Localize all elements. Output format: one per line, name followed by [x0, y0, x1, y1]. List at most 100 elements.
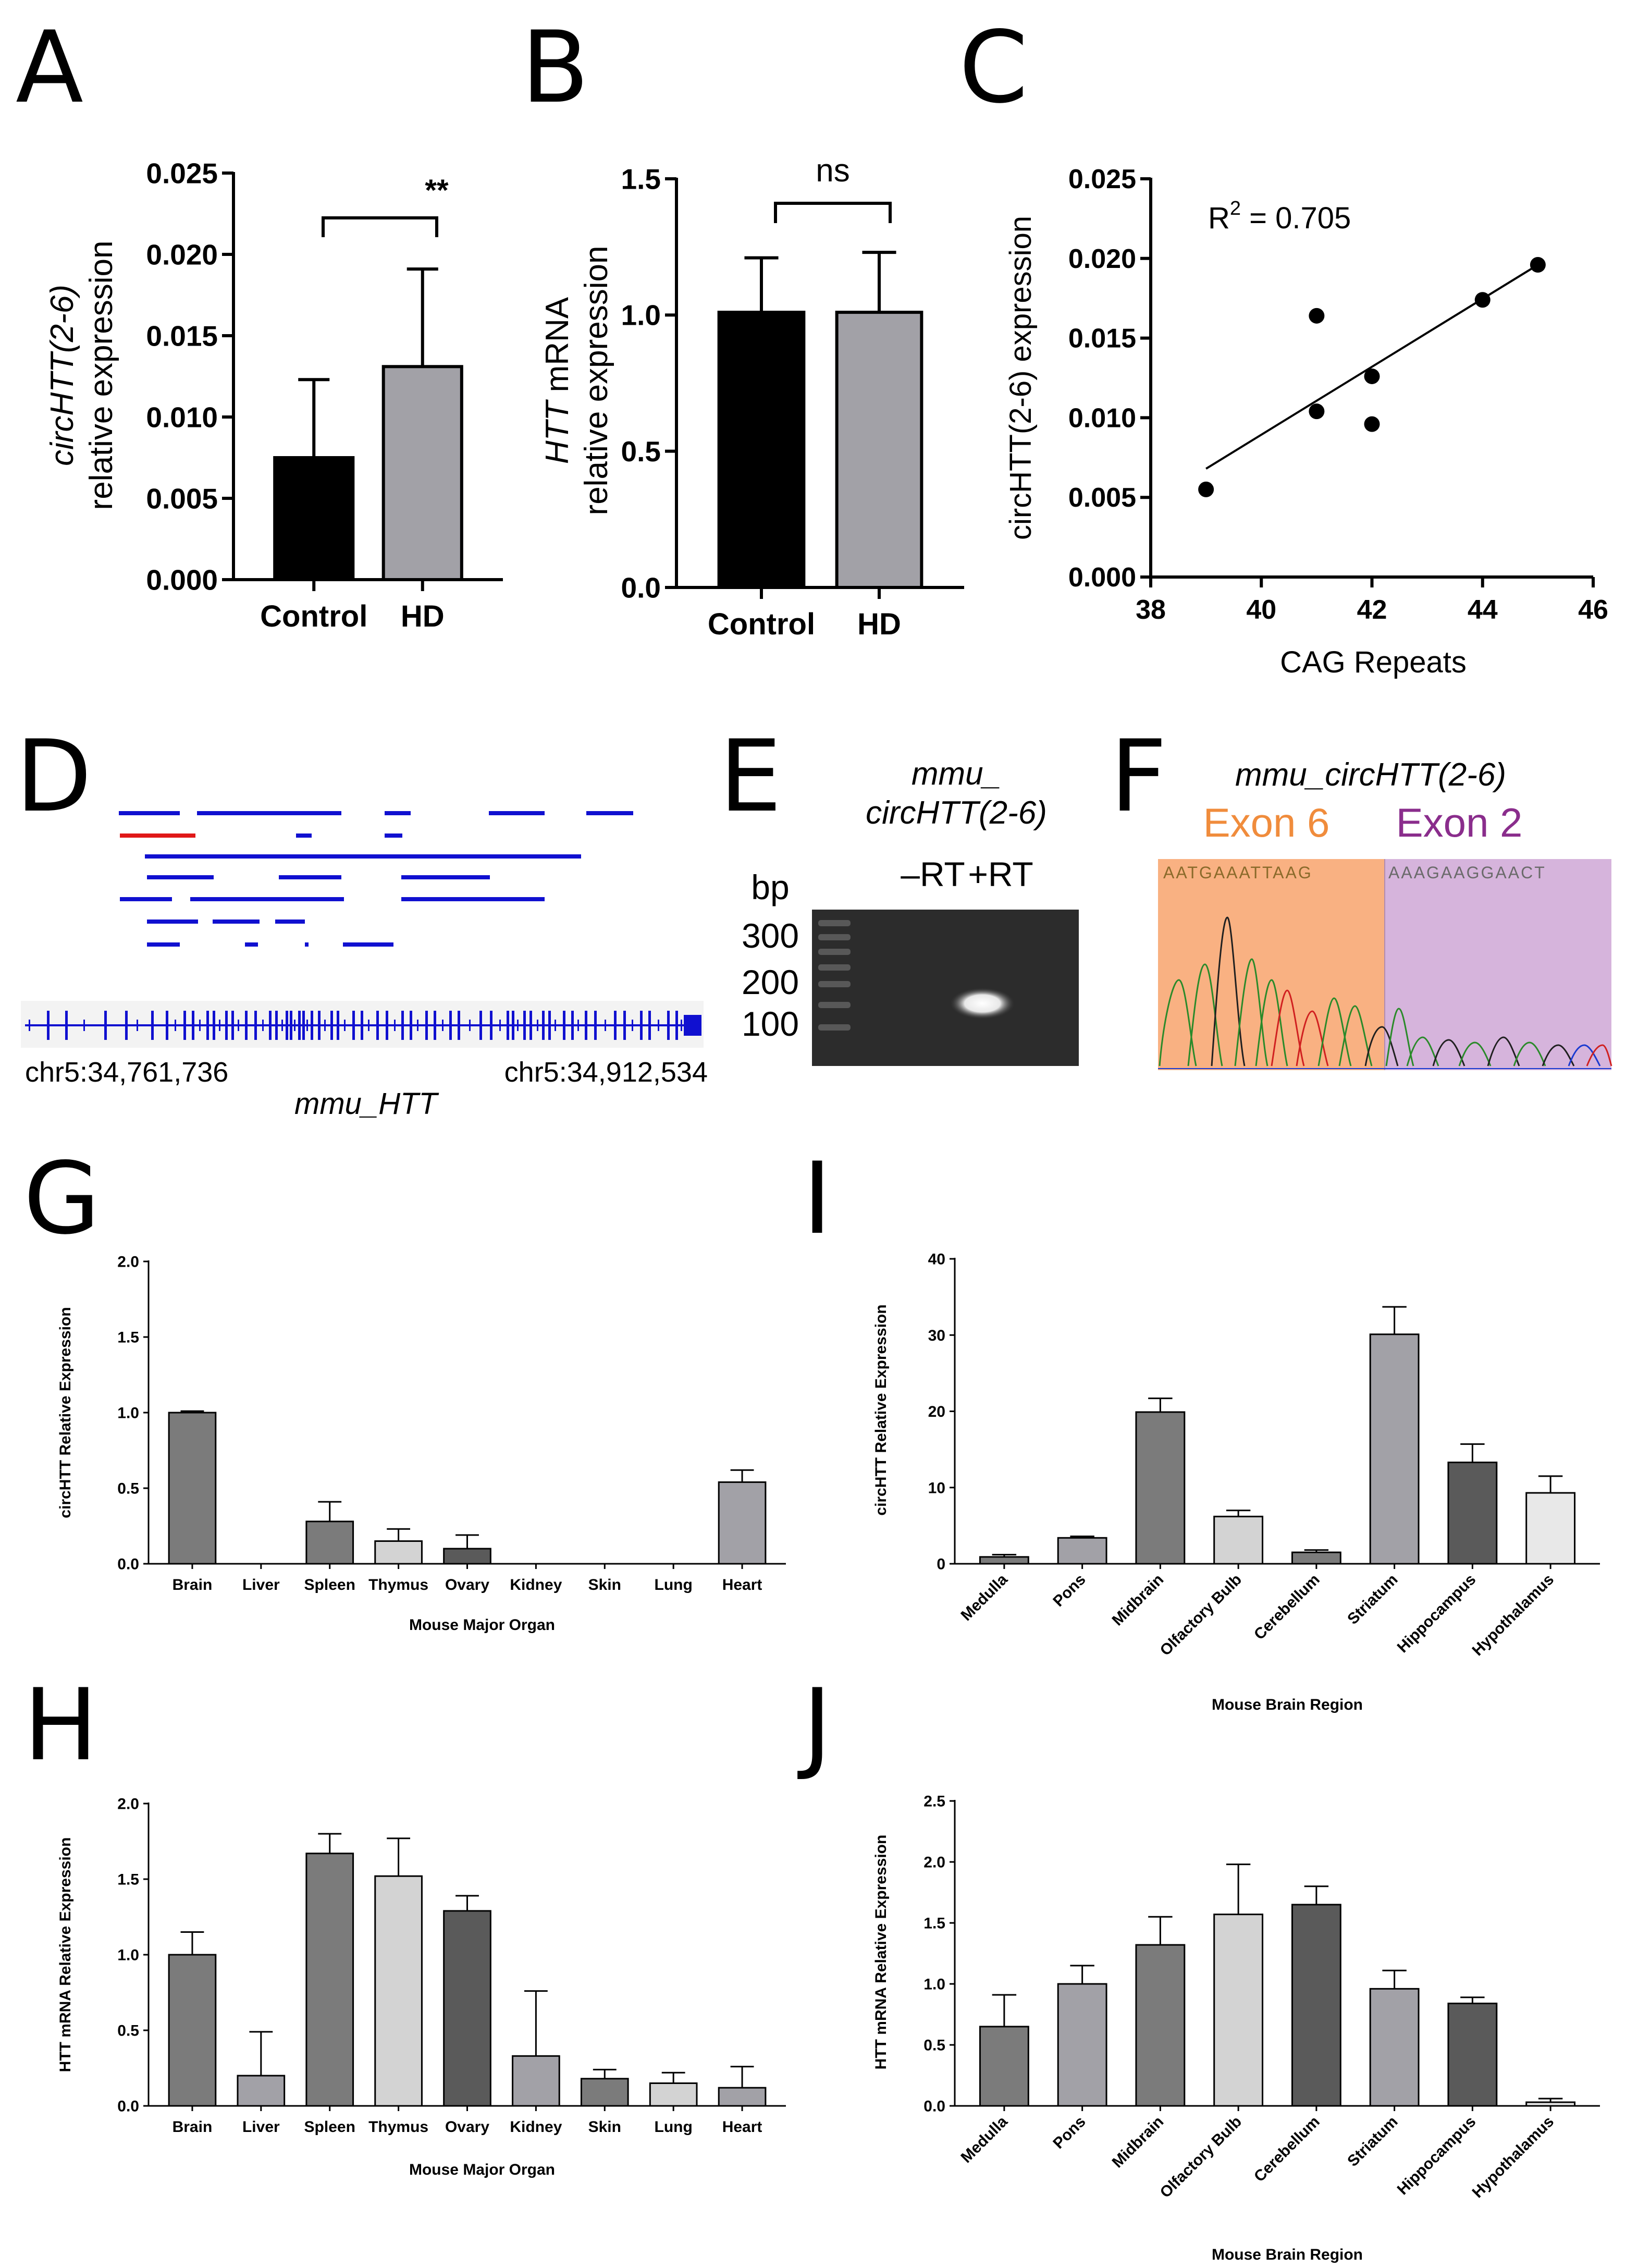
y-tick-label: 1.0 [117, 1947, 139, 1964]
panel-b-ylabel-mrna: mRNA [539, 297, 575, 401]
exon-tick [681, 1020, 682, 1031]
bar-striatum [1369, 1333, 1420, 1565]
trace-peak-green [1255, 979, 1288, 1066]
exon-tick [386, 1011, 388, 1040]
chart-g: 0.0 0.5 1.0 1.5 2.0 Brain Liver Spleen Thymus Ova… [57, 1254, 786, 1634]
y-axis-title: HTT mRNA Relative Expression [872, 1835, 890, 2070]
x-tick-label: HD [401, 599, 445, 633]
exon-tick [254, 1011, 257, 1040]
x-tick-label: Lung [655, 2118, 693, 2136]
panel-f-sequence-exon-2: AAAGAAGGAACT [1388, 863, 1546, 882]
y-tick-label: 1.5 [117, 1871, 139, 1889]
ladder-band [818, 1024, 851, 1031]
panel-e-gel-image [812, 910, 1079, 1066]
trace-peak-black [1542, 1044, 1575, 1066]
exon-tick [137, 1020, 138, 1031]
x-tick-label: Control [260, 599, 367, 633]
exon-tick [65, 1011, 68, 1040]
x-tick-label: Medulla [958, 1571, 1012, 1624]
exon-tick [517, 1020, 519, 1031]
bar-hippocampus [1447, 1461, 1498, 1565]
trace-peak-black [1487, 1036, 1520, 1066]
panel-d-right-coordinate: chr5:34,912,534 [504, 1057, 708, 1088]
x-tick-label: Cerebellum [1251, 2113, 1323, 2186]
ladder-band [818, 981, 851, 987]
y-tick-label: 0.010 [1068, 403, 1136, 433]
exon-tick [311, 1011, 313, 1040]
panel-a-ylabel-line2: relative expression [83, 241, 119, 510]
exon-tick [29, 1020, 30, 1031]
y-tick-label: 1.5 [621, 163, 661, 195]
exon-tick [632, 1020, 633, 1031]
x-tick-label: Hippocampus [1394, 2113, 1480, 2199]
y-tick-label: 0.010 [146, 401, 218, 433]
exon-tick [225, 1011, 228, 1040]
bar-cerebellum [1291, 1551, 1341, 1565]
exon-tick [577, 1020, 579, 1031]
data-point [1198, 481, 1214, 497]
y-tick-label: 0.0 [923, 2098, 945, 2115]
bar-kidney [512, 2055, 560, 2107]
y-tick-label: 30 [928, 1327, 945, 1344]
exon-tick [104, 1011, 107, 1040]
panel-e-ladder-300: 300 [742, 916, 799, 955]
x-tick-label: 40 [1246, 595, 1276, 625]
panel-d-gene-name: mmu_HTT [294, 1087, 439, 1121]
y-tick-label: 0.5 [117, 1480, 139, 1498]
bar-brain [168, 1954, 217, 2107]
y-tick-label: 0.000 [146, 563, 218, 596]
panel-d-gene-end-block [684, 1015, 701, 1036]
y-tick-label: 0.0 [621, 571, 661, 604]
bar-skin [580, 2078, 629, 2107]
y-tick-label: 0.015 [1068, 324, 1136, 354]
x-tick-label: Striatum [1344, 1571, 1401, 1628]
exon-tick [298, 1011, 301, 1040]
bar-striatum [1369, 1988, 1420, 2107]
panel-b-ylabel-gene: HTT [539, 399, 575, 464]
bar-heart [718, 1481, 767, 1565]
exon-tick [512, 1011, 514, 1040]
bar-brain [168, 1412, 217, 1565]
y-tick-label: 0.005 [146, 482, 218, 514]
trace-peak-green [1406, 1036, 1439, 1066]
y-tick-label: 2.0 [117, 1796, 139, 1813]
y-tick-label: 0.025 [146, 157, 218, 189]
bar-midbrain [1135, 1411, 1186, 1565]
panel-e-ladder-100: 100 [742, 1004, 799, 1043]
exon-tick [306, 1020, 308, 1031]
exon-tick [648, 1011, 651, 1040]
y-axis-title: circHTT(2-6) expression [1004, 216, 1038, 540]
bar-ovary [443, 1910, 491, 2107]
panel-f-title: mmu_circHTT(2-6) [1235, 757, 1506, 793]
x-tick-label: Midbrain [1109, 2113, 1167, 2172]
y-axis-title: HTT mRNA Relative Expression [57, 1837, 74, 2073]
exon-tick [507, 1011, 509, 1040]
exon-tick [523, 1011, 526, 1040]
chart-h: 0.0 0.5 1.0 1.5 2.0 Brain Liver Spleen Thymus Ova… [57, 1796, 786, 2178]
x-tick-label: 38 [1136, 595, 1166, 625]
y-tick-label: 2.0 [117, 1254, 139, 1271]
panel-f-exon-6-region [1158, 859, 1385, 1070]
chart-a: 0.000 0.005 0.010 0.015 0.020 0.025 Control HD [146, 157, 503, 633]
y-tick-label: 0.5 [117, 2022, 139, 2040]
x-tick-label: 42 [1357, 595, 1387, 625]
bar-thymus [374, 1875, 423, 2107]
exon-tick [318, 1011, 321, 1040]
exon-tick [286, 1011, 288, 1040]
exon-tick [640, 1011, 643, 1040]
y-axis-title: circHTT Relative Expression [872, 1304, 890, 1515]
x-tick-label: Olfactory Bulb [1157, 1571, 1245, 1659]
exon-tick [368, 1020, 370, 1031]
trace-peak-black [1432, 1039, 1465, 1066]
panel-a-significance-bracket [322, 216, 438, 237]
exon-tick [245, 1011, 248, 1040]
exon-tick [281, 1020, 283, 1031]
x-tick-label: Striatum [1344, 2113, 1401, 2170]
panel-label-c: C [959, 10, 1028, 125]
exon-tick [499, 1020, 501, 1031]
panel-d-exon-ticks [29, 1011, 682, 1040]
trace-peak-blue [1568, 1044, 1601, 1066]
bar-ovary [443, 1548, 491, 1565]
